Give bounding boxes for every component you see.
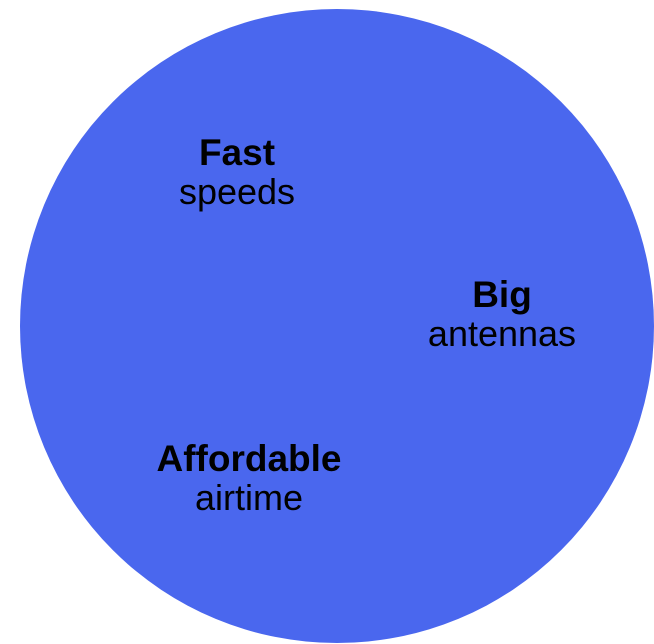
- label-affordable-airtime: Affordable airtime: [157, 439, 342, 518]
- label-big-heading: Big: [472, 274, 532, 315]
- label-fast-heading: Fast: [198, 132, 276, 173]
- label-fast-subtext: speeds: [178, 170, 296, 212]
- label-affordable-subtext: airtime: [194, 476, 304, 518]
- label-fast-speeds: Fast speeds: [179, 133, 295, 212]
- blue-circle: [20, 9, 654, 643]
- label-affordable-heading: Affordable: [156, 438, 342, 479]
- label-big-subtext: antennas: [427, 312, 577, 354]
- label-big-antennas: Big antennas: [428, 275, 576, 354]
